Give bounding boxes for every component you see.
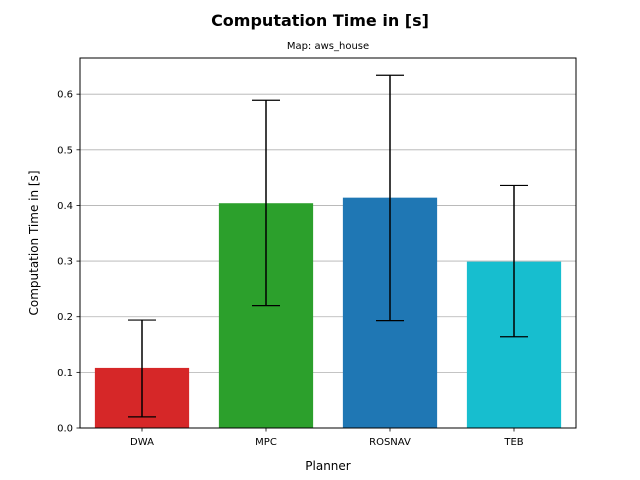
bars — [94, 197, 562, 428]
y-axis-ticks: 0.0 0.1 0.2 0.3 0.4 0.5 0.6 — [57, 90, 80, 435]
y-tick-label: 0.0 — [57, 424, 73, 435]
chart-subtitle: Map: aws_house — [287, 41, 369, 52]
y-tick-label: 0.4 — [57, 201, 73, 212]
y-tick-label: 0.1 — [57, 368, 73, 379]
x-tick-label: TEB — [503, 437, 523, 448]
y-tick-label: 0.2 — [57, 312, 73, 323]
y-axis-label: Computation Time in [s] — [27, 170, 41, 315]
y-tick-label: 0.3 — [57, 257, 73, 268]
error-bars — [128, 74, 528, 418]
x-tick-label: ROSNAV — [369, 437, 411, 448]
y-tick-label: 0.5 — [57, 145, 73, 156]
x-tick-label: DWA — [130, 437, 154, 448]
x-axis-label: Planner — [305, 459, 351, 473]
x-tick-label: MPC — [255, 437, 277, 448]
y-tick-label: 0.6 — [57, 90, 73, 101]
plot-frame — [79, 57, 577, 429]
x-axis-ticks: DWA MPC ROSNAV TEB — [130, 428, 524, 448]
chart-title: Computation Time in [s] — [211, 11, 429, 30]
